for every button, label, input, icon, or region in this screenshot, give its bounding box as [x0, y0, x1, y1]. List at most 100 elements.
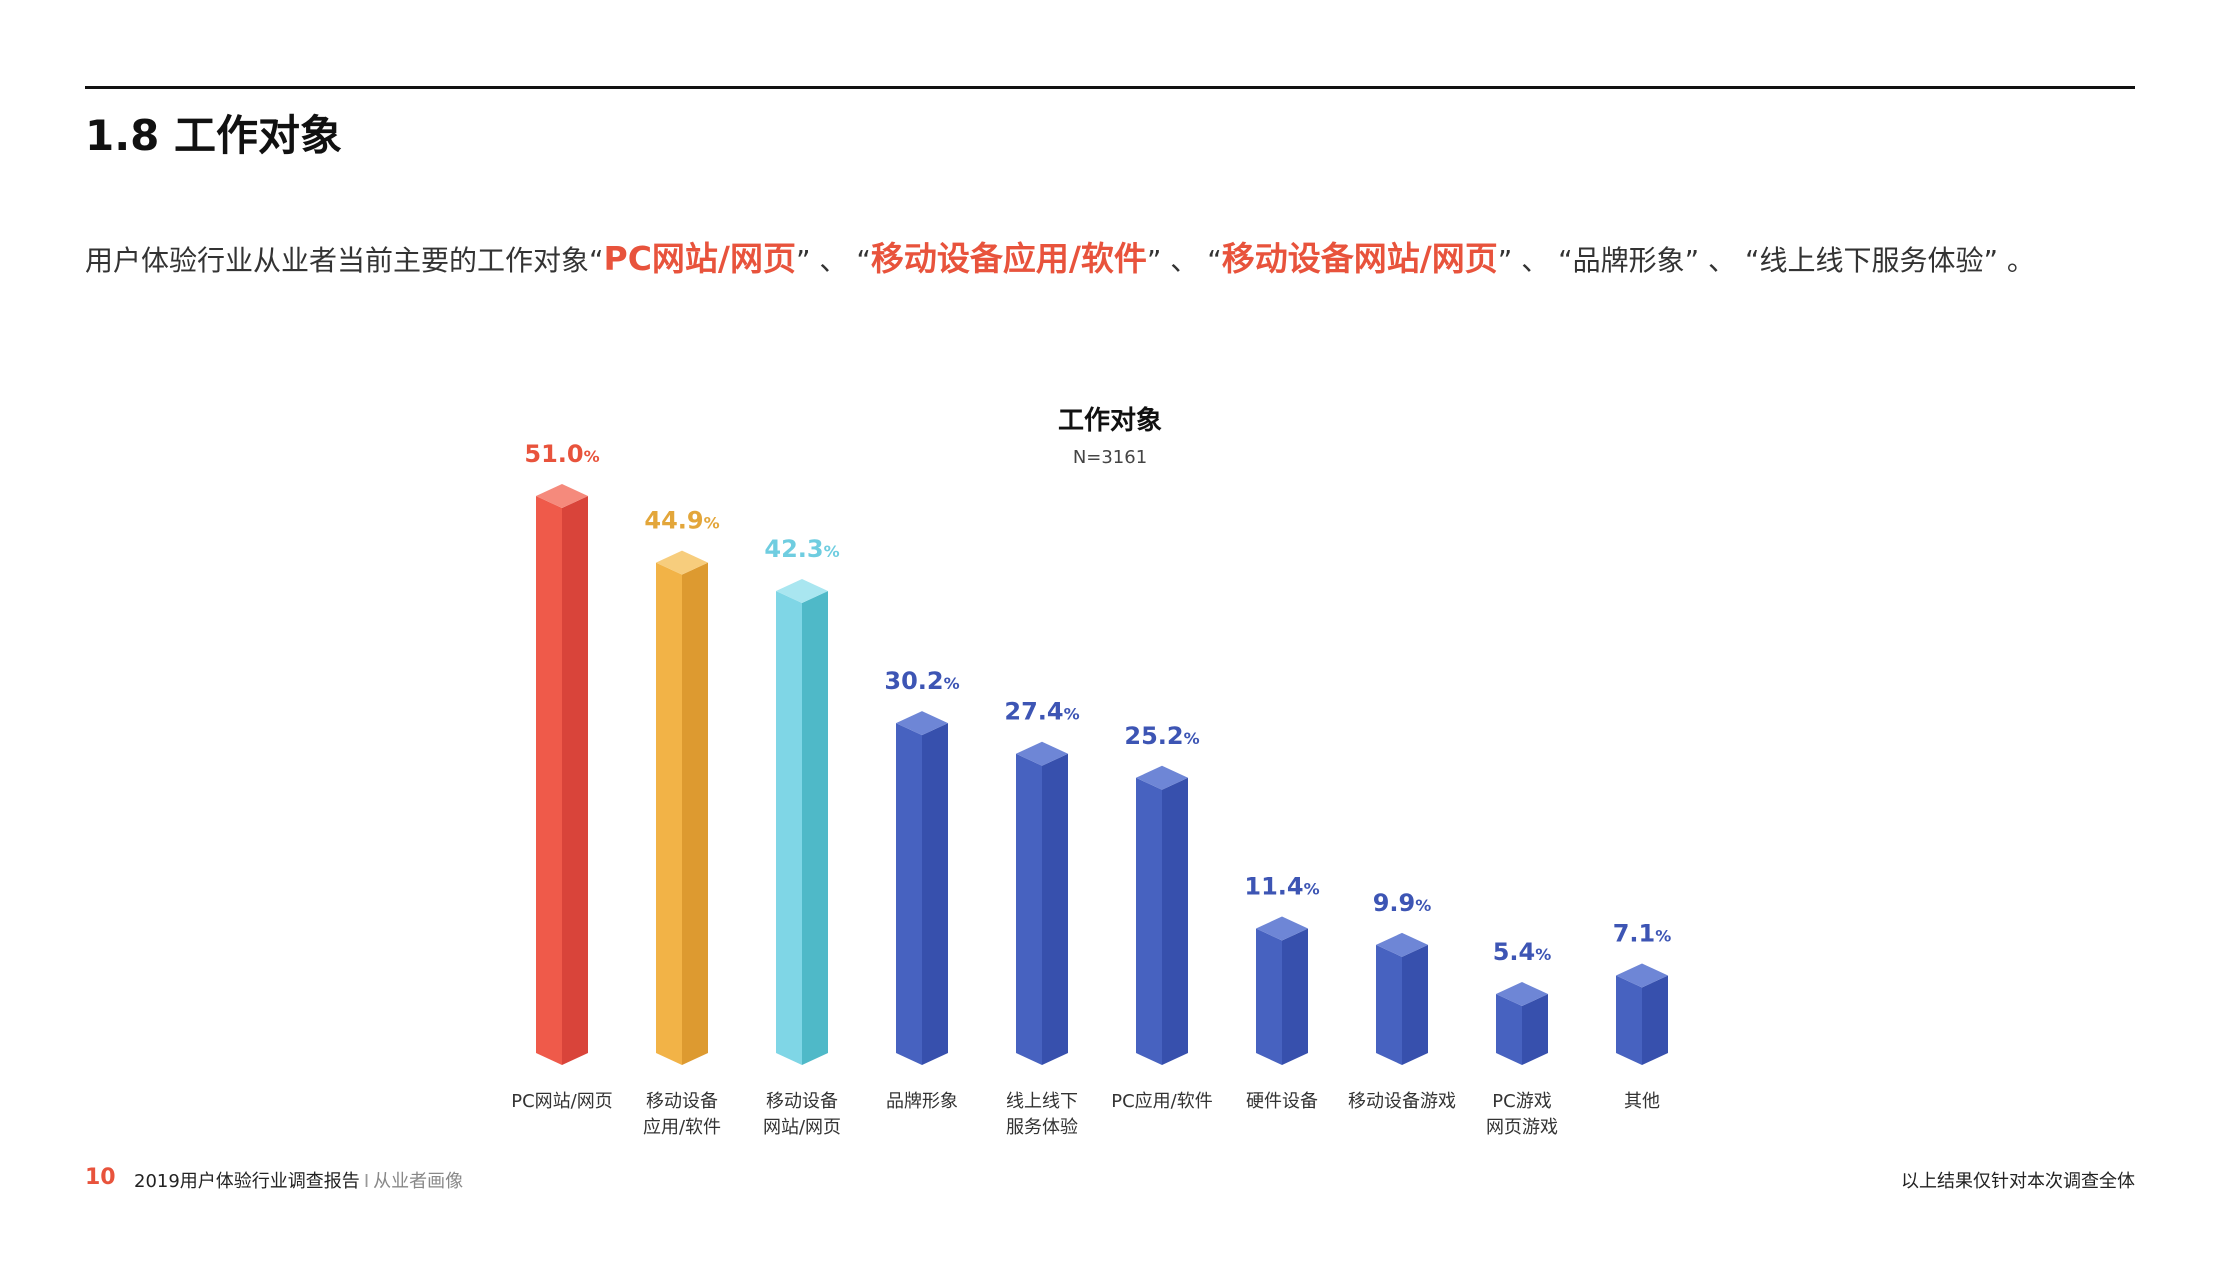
bar-front-face — [536, 496, 562, 1065]
bar-side-face — [1642, 975, 1668, 1065]
category-label: 服务体验 — [1006, 1117, 1078, 1138]
section-title: 1.8 工作对象 — [85, 111, 343, 160]
report-section: 从业者画像 — [373, 1171, 464, 1192]
category-label: 移动设备 — [766, 1091, 838, 1112]
data-label-value: 51.0 — [524, 440, 583, 468]
category-label: 移动设备游戏 — [1348, 1091, 1456, 1112]
data-label-unit: % — [1304, 879, 1320, 898]
data-label: 42.3% — [764, 535, 839, 563]
data-label-value: 5.4 — [1493, 938, 1536, 966]
summary-quote: ” 、 — [1497, 244, 1559, 277]
data-label-unit: % — [1415, 896, 1431, 915]
data-label-unit: % — [1535, 945, 1551, 964]
category-label: 网页游戏 — [1486, 1117, 1558, 1138]
page-number: 10 — [85, 1165, 116, 1190]
bar-front-face — [1496, 994, 1522, 1065]
summary-text: 用户体验行业从业者当前主要的工作对象“PC网站/网页” 、 “移动设备应用/软件… — [85, 232, 2035, 280]
bar-side-face — [1282, 928, 1308, 1065]
bar-front-face — [1616, 975, 1642, 1065]
data-label-unit: % — [584, 447, 600, 466]
bar-front-face — [1256, 928, 1282, 1065]
bar-side-face — [1162, 777, 1188, 1065]
category-label: PC游戏 — [1492, 1091, 1551, 1112]
category-label: PC网站/网页 — [511, 1091, 613, 1112]
data-label-unit: % — [1655, 926, 1671, 945]
data-label: 7.1% — [1613, 919, 1672, 947]
summary-quote: ” 、 — [1146, 244, 1208, 277]
summary-quote: “ — [1744, 244, 1760, 277]
category-label: 硬件设备 — [1246, 1091, 1318, 1112]
bar-front-face — [896, 723, 922, 1065]
category-label: 移动设备 — [646, 1091, 718, 1112]
data-label-value: 44.9 — [644, 507, 703, 535]
top-divider — [85, 86, 2135, 89]
chart-subtitle: N=3161 — [1072, 447, 1148, 468]
bar-side-face — [1042, 753, 1068, 1065]
summary-item: 移动设备应用/软件 — [870, 239, 1147, 278]
bar-top-face — [1376, 932, 1428, 957]
data-label-value: 9.9 — [1373, 889, 1416, 917]
bar-side-face — [802, 591, 828, 1065]
footer-report: 2019用户体验行业调查报告 I 从业者画像 — [134, 1167, 463, 1193]
summary-quote: “ — [1558, 244, 1573, 277]
summary-item: 品牌形象 — [1572, 244, 1685, 277]
bar-front-face — [776, 591, 802, 1065]
data-label: 27.4% — [1004, 698, 1079, 726]
summary-quote: ” 、 — [1684, 244, 1745, 277]
data-label: 44.9% — [644, 507, 719, 535]
data-label-unit: % — [944, 674, 960, 693]
bar-front-face — [1016, 753, 1042, 1065]
data-label: 11.4% — [1244, 872, 1319, 900]
bar-side-face — [682, 562, 708, 1065]
data-label-unit: % — [824, 542, 840, 561]
bar-top-face — [536, 484, 588, 508]
bar-top-face — [1496, 982, 1548, 1007]
summary-quote: ” 、 — [796, 244, 857, 277]
data-label: 51.0% — [524, 440, 599, 468]
summary-quote: “ — [589, 244, 604, 277]
data-label-value: 42.3 — [764, 535, 823, 563]
bar-side-face — [922, 723, 948, 1065]
footer-separator: I — [363, 1171, 370, 1192]
bar-top-face — [1256, 916, 1308, 941]
category-label: PC应用/软件 — [1111, 1091, 1213, 1112]
bar-front-face — [1376, 944, 1402, 1065]
summary-quote: ” 。 — [1983, 244, 2035, 277]
category-label: 线上线下 — [1006, 1091, 1078, 1112]
category-label: 品牌形象 — [886, 1091, 958, 1112]
data-label: 5.4% — [1493, 938, 1552, 966]
data-label: 25.2% — [1124, 722, 1199, 750]
bar-side-face — [562, 496, 588, 1065]
summary-item: 线上线下服务体验 — [1759, 244, 1984, 277]
bar-top-face — [1136, 765, 1188, 790]
summary-quote: “ — [856, 244, 871, 277]
bar-front-face — [656, 562, 682, 1065]
data-label-value: 25.2 — [1124, 722, 1183, 750]
data-label-value: 11.4 — [1244, 872, 1303, 900]
bar-front-face — [1136, 777, 1162, 1065]
bar-top-face — [1616, 963, 1668, 988]
summary-quote: “ — [1207, 244, 1222, 277]
bar-side-face — [1522, 994, 1548, 1065]
bar-side-face — [1402, 944, 1428, 1065]
data-label-unit: % — [704, 514, 720, 533]
data-label: 30.2% — [884, 667, 959, 695]
category-label: 网站/网页 — [763, 1117, 841, 1138]
category-label: 其他 — [1624, 1091, 1660, 1112]
summary-item: PC网站/网页 — [603, 239, 796, 278]
data-label-unit: % — [1184, 729, 1200, 748]
report-title: 2019用户体验行业调查报告 — [134, 1171, 360, 1192]
summary-item: 移动设备网站/网页 — [1221, 239, 1498, 278]
bar-top-face — [896, 711, 948, 736]
data-label: 9.9% — [1373, 889, 1432, 917]
footer-note: 以上结果仅针对本次调查全体 — [1901, 1171, 2135, 1192]
summary-prefix: 用户体验行业从业者当前主要的工作对象 — [85, 244, 590, 277]
bar-top-face — [1016, 741, 1068, 766]
category-label: 应用/软件 — [643, 1117, 721, 1138]
data-label-value: 27.4 — [1004, 698, 1063, 726]
chart-title: 工作对象 — [1057, 406, 1162, 436]
data-label-value: 30.2 — [884, 667, 943, 695]
bar-top-face — [776, 579, 828, 604]
data-label-unit: % — [1064, 705, 1080, 724]
